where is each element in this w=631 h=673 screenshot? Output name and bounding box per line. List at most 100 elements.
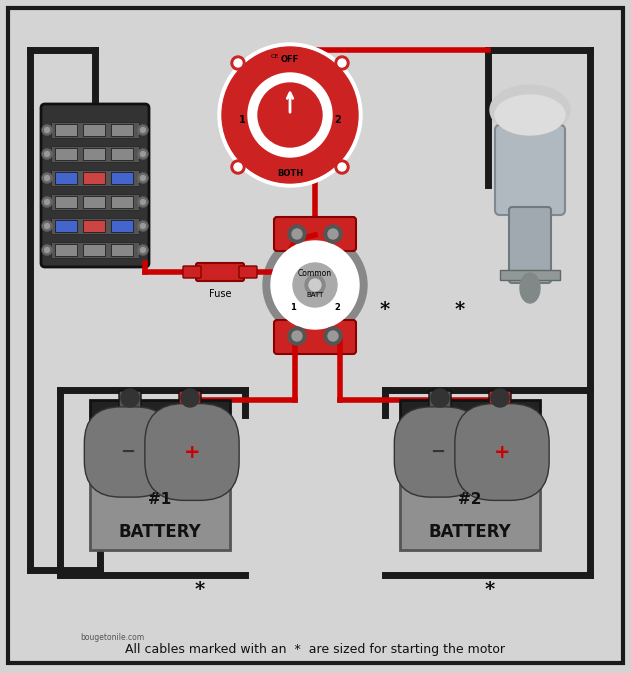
Circle shape [234,59,242,67]
Circle shape [141,199,146,205]
FancyBboxPatch shape [55,124,77,136]
Circle shape [338,163,346,171]
FancyBboxPatch shape [83,196,105,208]
Circle shape [309,279,321,291]
Text: +: + [493,443,510,462]
Wedge shape [431,389,449,407]
Circle shape [324,225,342,243]
FancyBboxPatch shape [55,196,77,208]
Text: *: * [455,301,465,319]
FancyBboxPatch shape [500,270,560,280]
Circle shape [292,331,302,341]
Circle shape [42,221,52,231]
FancyBboxPatch shape [119,391,141,411]
FancyBboxPatch shape [183,266,201,278]
Circle shape [292,229,302,239]
FancyBboxPatch shape [55,172,77,184]
Circle shape [234,163,242,171]
Circle shape [335,160,349,174]
Circle shape [293,263,337,307]
Text: bougetonile.com: bougetonile.com [80,633,144,643]
Circle shape [141,151,146,157]
Circle shape [288,327,306,345]
Circle shape [305,275,325,295]
FancyBboxPatch shape [55,244,77,256]
FancyBboxPatch shape [90,420,230,550]
Circle shape [138,125,148,135]
Circle shape [42,197,52,207]
Circle shape [231,56,245,70]
FancyBboxPatch shape [509,207,551,283]
Text: Common: Common [298,269,332,277]
FancyBboxPatch shape [83,124,105,136]
Text: BATTERY: BATTERY [119,523,201,541]
FancyBboxPatch shape [111,196,133,208]
Ellipse shape [490,85,570,135]
Wedge shape [121,389,139,407]
Circle shape [258,83,322,147]
Circle shape [138,197,148,207]
FancyBboxPatch shape [51,194,139,210]
FancyBboxPatch shape [51,146,139,162]
Circle shape [45,223,49,229]
Text: BOTH: BOTH [277,168,303,178]
Circle shape [335,56,349,70]
Text: All cables marked with an  *  are sized for starting the motor: All cables marked with an * are sized fo… [125,643,505,656]
Text: OFF: OFF [281,55,299,65]
Circle shape [42,173,52,183]
Circle shape [45,127,49,133]
Ellipse shape [495,95,565,135]
FancyBboxPatch shape [83,172,105,184]
FancyBboxPatch shape [495,125,565,215]
FancyBboxPatch shape [51,218,139,234]
FancyBboxPatch shape [274,320,356,354]
Text: −: − [121,443,136,461]
FancyBboxPatch shape [111,220,133,232]
FancyBboxPatch shape [51,242,139,258]
Text: 2: 2 [334,115,341,125]
Circle shape [42,245,52,255]
FancyBboxPatch shape [179,391,201,411]
Text: BATT: BATT [306,292,324,298]
Circle shape [218,43,362,187]
Text: 1: 1 [239,115,245,125]
Circle shape [288,225,306,243]
FancyBboxPatch shape [429,391,451,411]
FancyBboxPatch shape [239,266,257,278]
Text: *: * [380,301,390,319]
Circle shape [42,149,52,159]
FancyBboxPatch shape [274,217,356,251]
FancyBboxPatch shape [400,400,540,420]
Wedge shape [491,389,509,407]
Circle shape [338,59,346,67]
Circle shape [138,149,148,159]
Text: BATTERY: BATTERY [428,523,511,541]
Circle shape [328,229,338,239]
Text: 2: 2 [334,302,340,312]
Circle shape [45,199,49,205]
Text: *: * [195,581,205,599]
FancyBboxPatch shape [83,244,105,256]
Circle shape [42,125,52,135]
Circle shape [141,223,146,229]
Wedge shape [181,389,199,407]
Circle shape [263,233,367,337]
Text: #1: #1 [148,493,172,507]
Text: +: + [184,443,200,462]
FancyBboxPatch shape [55,148,77,160]
FancyBboxPatch shape [51,170,139,186]
Circle shape [141,176,146,180]
FancyBboxPatch shape [51,122,139,138]
Text: −: − [430,443,445,461]
Text: #2: #2 [458,493,481,507]
Circle shape [222,47,358,183]
Circle shape [328,331,338,341]
FancyBboxPatch shape [489,391,511,411]
Circle shape [138,245,148,255]
Ellipse shape [520,273,540,303]
FancyBboxPatch shape [83,220,105,232]
FancyBboxPatch shape [111,172,133,184]
Circle shape [45,151,49,157]
Text: *: * [485,581,495,599]
FancyBboxPatch shape [111,124,133,136]
